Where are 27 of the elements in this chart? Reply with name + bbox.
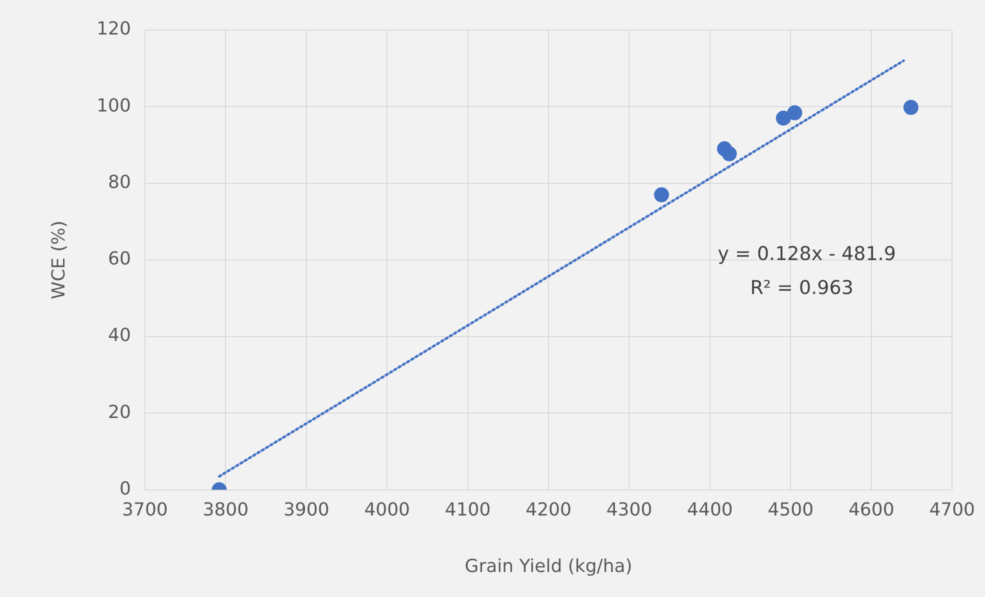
y-tick-label: 0 xyxy=(120,478,131,500)
point xyxy=(776,110,791,126)
x-tick-label: 3700 xyxy=(122,499,168,520)
annotation: y = 0.128x - 481.9 xyxy=(718,242,896,265)
point xyxy=(903,100,918,115)
x-tick-label: 3900 xyxy=(283,499,330,520)
x-tick-label: 3800 xyxy=(202,499,249,520)
x-tick-label: 4300 xyxy=(606,499,652,520)
annotation: R² = 0.963 xyxy=(750,276,854,299)
x-tick-label: 4600 xyxy=(848,499,894,520)
y-tick-label: 60 xyxy=(108,248,131,270)
y-axis-title: WCE (%) xyxy=(48,220,70,300)
point xyxy=(787,105,802,120)
x-tick-label: 4400 xyxy=(687,499,733,520)
x-tick-label: 4700 xyxy=(929,499,975,520)
x-tick-label: 4000 xyxy=(364,499,410,520)
point xyxy=(722,146,737,162)
x-axis-title: Grain Yield (kg/ha) xyxy=(464,556,632,577)
y-tick-label: 120 xyxy=(96,18,131,40)
y-tick-label: 40 xyxy=(108,325,131,346)
y-tick-label: 20 xyxy=(108,402,131,423)
y-tick-label: 80 xyxy=(108,172,131,193)
y-tick-label: 100 xyxy=(96,95,131,116)
x-tick-label: 4500 xyxy=(768,499,814,520)
x-tick-label: 4100 xyxy=(444,499,491,520)
x-tick-label: 4200 xyxy=(526,499,572,520)
point xyxy=(654,187,670,202)
